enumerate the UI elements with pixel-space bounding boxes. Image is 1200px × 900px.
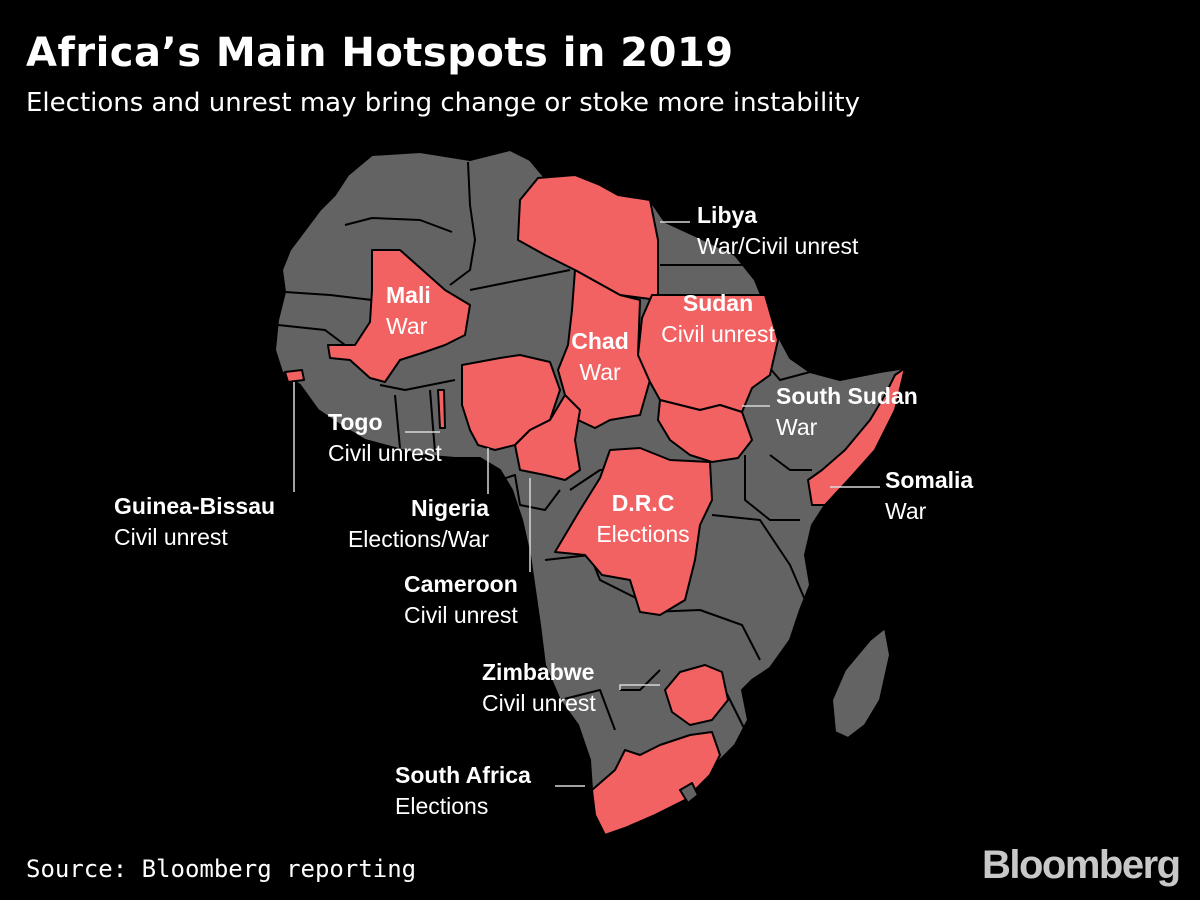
label-sudan: Sudan Civil unrest xyxy=(652,288,784,350)
algeria-border xyxy=(449,161,476,286)
label-nigeria: Nigeria Elections/War xyxy=(320,493,489,555)
region-chad[interactable] xyxy=(557,269,651,429)
country-name: Libya xyxy=(697,202,758,228)
label-mali: Mali War xyxy=(386,280,431,342)
country-name: D.R.C xyxy=(611,490,675,516)
label-somalia: Somalia War xyxy=(885,465,973,527)
country-status: Elections/War xyxy=(347,526,489,552)
country-status: Civil unrest xyxy=(661,321,775,347)
country-status: Elections xyxy=(395,793,489,819)
bloomberg-logo: Bloomberg xyxy=(982,843,1181,887)
country-name: South Sudan xyxy=(776,383,918,409)
region-guinea-bissau[interactable] xyxy=(284,369,305,383)
country-status: Civil unrest xyxy=(404,602,518,628)
label-drc: D.R.C Elections xyxy=(586,488,700,550)
leader-zimbabwe xyxy=(619,684,660,690)
label-chad: Chad War xyxy=(562,326,638,388)
region-zimbabwe[interactable] xyxy=(664,664,729,726)
botswana-border xyxy=(620,669,661,691)
label-libya: Libya War/Civil unrest xyxy=(697,200,858,262)
burkina-border xyxy=(379,379,456,391)
country-status: War xyxy=(386,313,428,339)
region-somalia[interactable] xyxy=(807,367,906,506)
country-status: War/Civil unrest xyxy=(697,233,859,259)
country-name: Guinea-Bissau xyxy=(114,493,276,519)
region-cameroon[interactable] xyxy=(514,394,581,481)
country-name: Chad xyxy=(571,328,629,354)
madagascar xyxy=(831,627,891,739)
country-status: War xyxy=(885,498,927,524)
namibia-border xyxy=(559,689,616,731)
lesotho xyxy=(679,782,699,804)
country-name: Somalia xyxy=(885,467,974,493)
label-togo: Togo Civil unrest xyxy=(328,407,442,469)
region-mali[interactable] xyxy=(327,249,471,383)
mauritania-border xyxy=(284,291,373,301)
ivory-coast-border xyxy=(394,394,401,449)
label-cameroon: Cameroon Civil unrest xyxy=(404,569,518,631)
zambia-border xyxy=(649,609,761,661)
gabon-congo-border xyxy=(479,457,561,511)
region-south-africa[interactable] xyxy=(591,731,721,836)
country-status: Civil unrest xyxy=(328,440,442,466)
senegal-border xyxy=(277,324,346,346)
country-status: War xyxy=(776,414,818,440)
source-note: Source: Bloomberg reporting xyxy=(26,855,417,883)
niger-border xyxy=(469,269,571,291)
country-status: Elections xyxy=(596,521,690,547)
morocco-border xyxy=(344,217,453,233)
map-subtitle: Elections and unrest may bring change or… xyxy=(26,88,860,118)
country-name: Zimbabwe xyxy=(482,659,595,685)
country-status: Civil unrest xyxy=(114,524,228,550)
country-name: South Africa xyxy=(395,762,531,788)
country-name: Togo xyxy=(328,409,383,435)
region-south-sudan[interactable] xyxy=(657,399,753,463)
country-name: Nigeria xyxy=(411,495,489,521)
label-south-sudan: South Sudan War xyxy=(776,381,918,443)
country-status: War xyxy=(579,359,621,385)
tanzania-border xyxy=(711,514,806,601)
label-south-africa: South Africa Elections xyxy=(395,760,531,822)
kenya-border xyxy=(744,455,800,521)
ethiopia-border xyxy=(769,454,812,471)
label-guinea-bissau: Guinea-Bissau Civil unrest xyxy=(114,491,275,553)
country-name: Mali xyxy=(386,282,431,308)
country-name: Sudan xyxy=(682,290,754,316)
country-status: Civil unrest xyxy=(482,690,596,716)
map-title: Africa’s Main Hotspots in 2019 xyxy=(26,30,734,76)
region-drc[interactable] xyxy=(554,447,713,616)
region-togo[interactable] xyxy=(437,389,446,429)
country-name: Cameroon xyxy=(404,571,518,597)
ghana-border xyxy=(429,389,436,453)
label-zimbabwe: Zimbabwe Civil unrest xyxy=(482,657,596,719)
